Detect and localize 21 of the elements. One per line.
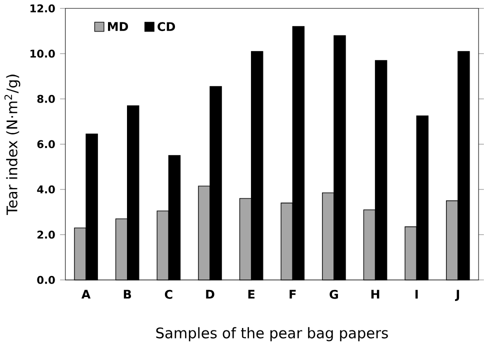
legend-label: MD [108, 22, 128, 32]
x-tick-label: E [248, 290, 254, 299]
x-tick-label: H [371, 290, 380, 299]
x-tick-label: F [290, 290, 296, 299]
x-tick-label: D [206, 290, 214, 299]
y-axis-title: Tear index (N·m$^{2}$/g) [4, 74, 20, 216]
x-tick-label: A [81, 290, 91, 299]
y-tick-label: 10.0 [30, 50, 55, 58]
x-tick-label: C [164, 290, 172, 300]
y-tick-label: 12.0 [30, 4, 55, 13]
x-tick-label: J [455, 290, 460, 302]
x-tick-label: B [124, 290, 132, 299]
x-tick-label: I [415, 290, 418, 299]
y-tick-label: 2.0 [37, 230, 55, 239]
x-axis-title: Samples of the pear bag papers [156, 327, 388, 342]
y-tick-label: 0.0 [37, 276, 55, 284]
y-tick-label: 4.0 [37, 186, 55, 194]
y-tick-label: 6.0 [37, 140, 55, 148]
y-tick-label: 8.0 [37, 95, 55, 104]
legend-label: CD [158, 22, 175, 32]
x-tick-label: G [330, 290, 338, 300]
